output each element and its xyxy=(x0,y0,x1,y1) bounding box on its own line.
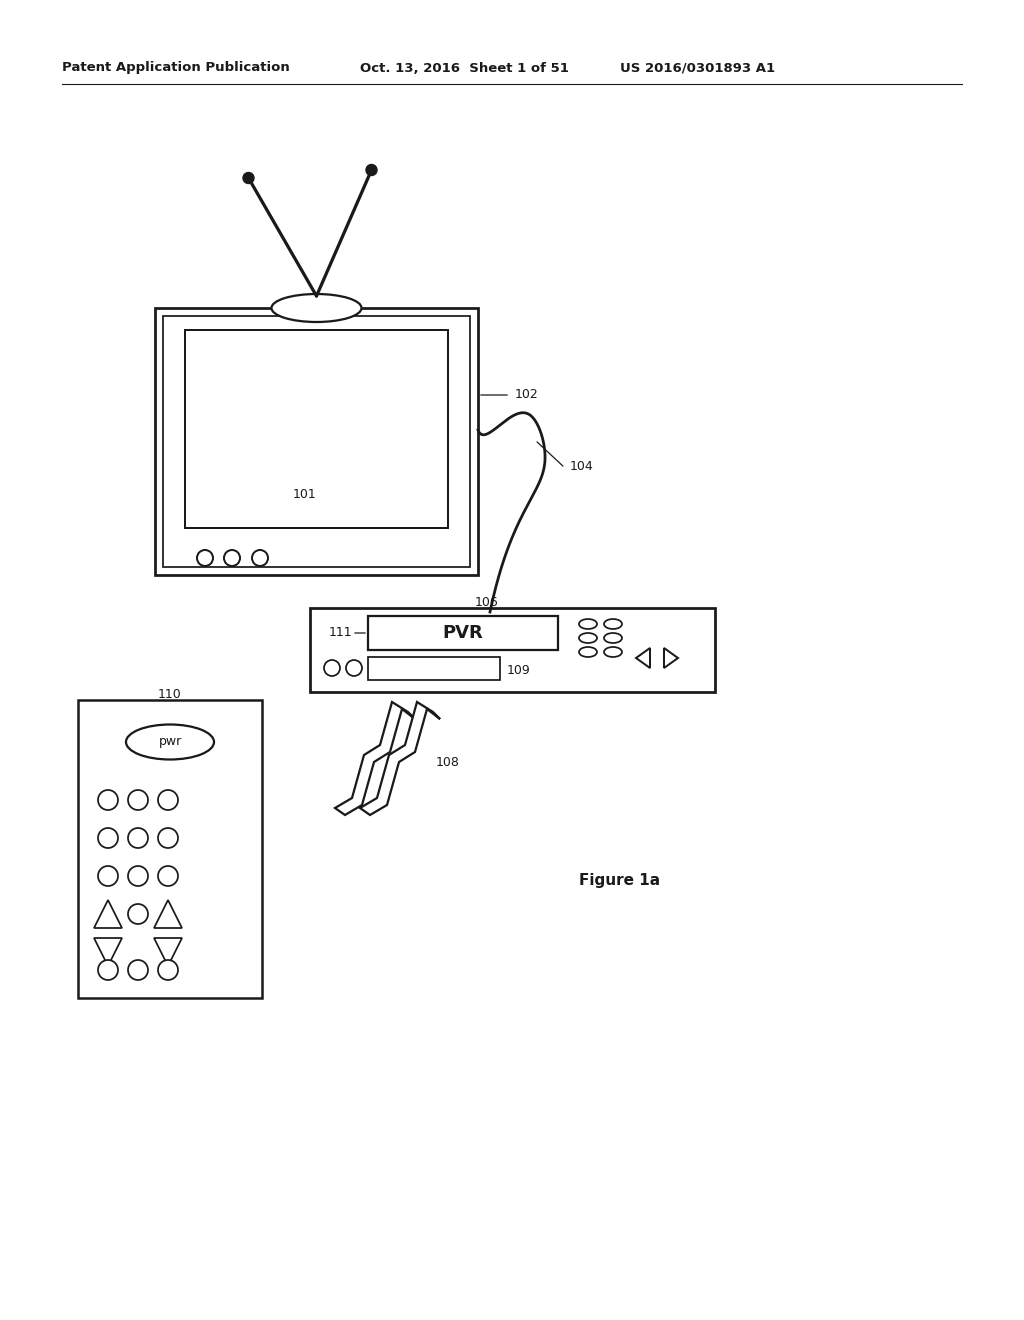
Bar xyxy=(368,657,500,680)
Circle shape xyxy=(324,660,340,676)
Circle shape xyxy=(128,904,148,924)
Text: 109: 109 xyxy=(507,664,530,677)
Circle shape xyxy=(366,165,377,176)
Circle shape xyxy=(346,660,362,676)
Text: 102: 102 xyxy=(515,388,539,400)
Bar xyxy=(155,308,478,576)
Text: pwr: pwr xyxy=(159,735,181,748)
Circle shape xyxy=(128,828,148,847)
Circle shape xyxy=(224,550,240,566)
Text: 106: 106 xyxy=(475,597,499,610)
Ellipse shape xyxy=(604,647,622,657)
Text: Oct. 13, 2016  Sheet 1 of 51: Oct. 13, 2016 Sheet 1 of 51 xyxy=(360,62,569,74)
Circle shape xyxy=(158,828,178,847)
Bar xyxy=(78,700,262,998)
Ellipse shape xyxy=(126,725,214,759)
Polygon shape xyxy=(154,900,182,928)
Ellipse shape xyxy=(604,619,622,630)
Text: 111: 111 xyxy=(328,626,352,639)
Bar xyxy=(310,609,715,692)
Polygon shape xyxy=(154,939,182,966)
Ellipse shape xyxy=(579,634,597,643)
Polygon shape xyxy=(664,648,678,668)
Text: PVR: PVR xyxy=(442,624,483,642)
Ellipse shape xyxy=(579,647,597,657)
Text: 110: 110 xyxy=(158,688,182,701)
Bar xyxy=(163,315,470,568)
Circle shape xyxy=(128,866,148,886)
Text: 101: 101 xyxy=(293,488,316,502)
Circle shape xyxy=(98,960,118,979)
Circle shape xyxy=(197,550,213,566)
Circle shape xyxy=(128,960,148,979)
Polygon shape xyxy=(636,648,650,668)
Polygon shape xyxy=(94,900,122,928)
Circle shape xyxy=(98,866,118,886)
Text: 104: 104 xyxy=(570,461,594,474)
Circle shape xyxy=(158,789,178,810)
Circle shape xyxy=(243,173,254,183)
Circle shape xyxy=(252,550,268,566)
Circle shape xyxy=(128,789,148,810)
Polygon shape xyxy=(94,939,122,966)
Bar xyxy=(185,330,449,528)
Ellipse shape xyxy=(271,294,361,322)
Circle shape xyxy=(158,866,178,886)
Polygon shape xyxy=(360,702,440,814)
Text: 108: 108 xyxy=(436,755,460,768)
Bar xyxy=(368,616,558,649)
Text: Figure 1a: Figure 1a xyxy=(580,873,660,887)
Circle shape xyxy=(158,960,178,979)
Circle shape xyxy=(98,828,118,847)
Ellipse shape xyxy=(579,619,597,630)
Circle shape xyxy=(98,789,118,810)
Polygon shape xyxy=(335,702,415,814)
Text: Patent Application Publication: Patent Application Publication xyxy=(62,62,290,74)
Ellipse shape xyxy=(604,634,622,643)
Text: US 2016/0301893 A1: US 2016/0301893 A1 xyxy=(620,62,775,74)
